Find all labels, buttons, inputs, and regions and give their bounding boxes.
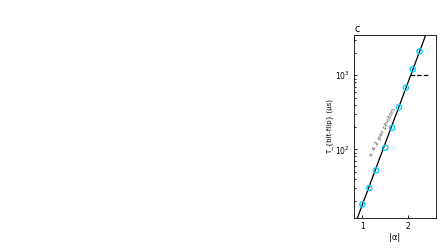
Y-axis label: T_{bit-flip} (μs): T_{bit-flip} (μs) <box>326 99 333 154</box>
Point <box>389 126 396 130</box>
Point <box>409 68 416 71</box>
Point <box>359 202 366 206</box>
Text: × 4.2 per photon: × 4.2 per photon <box>369 108 397 158</box>
Point <box>373 168 380 172</box>
Point <box>402 86 409 90</box>
Point <box>416 50 423 54</box>
Point <box>366 186 373 190</box>
Point <box>396 105 403 109</box>
Point <box>382 146 389 150</box>
X-axis label: |α|: |α| <box>389 233 400 242</box>
Text: c: c <box>354 24 359 34</box>
